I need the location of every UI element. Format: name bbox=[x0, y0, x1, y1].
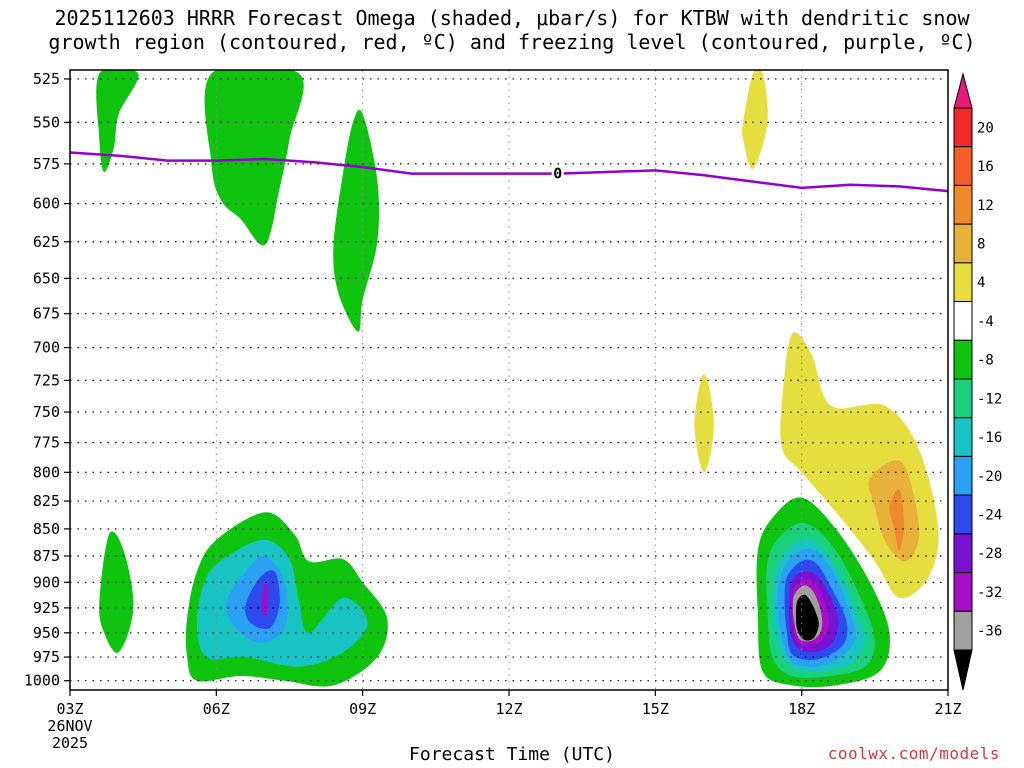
green-blob-09z bbox=[333, 109, 380, 332]
y-tick-label: 675 bbox=[33, 305, 60, 323]
y-tick-label: 825 bbox=[33, 492, 60, 510]
y-tick-label: 750 bbox=[33, 403, 60, 421]
colorbar-label: 16 bbox=[977, 159, 994, 175]
colorbar-label: -24 bbox=[977, 508, 1002, 524]
colorbar-label: -8 bbox=[977, 353, 994, 369]
x-tick-label: 03Z bbox=[56, 700, 83, 718]
x-date-line-2: 2025 bbox=[52, 734, 88, 752]
title-line-1: 2025112603 HRRR Forecast Omega (shaded, … bbox=[54, 6, 970, 30]
colorbar-label: -20 bbox=[977, 469, 1002, 485]
chart-title: 2025112603 HRRR Forecast Omega (shaded, … bbox=[0, 6, 1024, 54]
x-tick-label: 09Z bbox=[349, 700, 376, 718]
y-tick-label: 625 bbox=[33, 233, 60, 251]
colorbar-label: -32 bbox=[977, 585, 1002, 601]
y-tick-label: 550 bbox=[33, 113, 60, 131]
y-tick-label: 775 bbox=[33, 434, 60, 452]
colorbar-label: 4 bbox=[977, 275, 985, 291]
green-lower-left-small bbox=[99, 531, 134, 653]
colorbar-segment bbox=[953, 378, 973, 419]
colorbar-segment bbox=[953, 494, 973, 535]
y-tick-label: 975 bbox=[33, 648, 60, 666]
green-blob-upper-left bbox=[96, 70, 139, 173]
freezing-level-label: 0 bbox=[553, 165, 562, 183]
colorbar-segment bbox=[953, 262, 973, 303]
x-tick-label: 15Z bbox=[642, 700, 669, 718]
colorbar-segment bbox=[953, 533, 973, 574]
y-tick-label: 700 bbox=[33, 339, 60, 357]
y-tick-label: 725 bbox=[33, 371, 60, 389]
title-line-2: growth region (contoured, red, ºC) and f… bbox=[48, 30, 976, 54]
colorbar-label: -16 bbox=[977, 430, 1002, 446]
colorbar: 20 16 12 8 4 -4 -8 -12 -16 -20 -24 -28 -32 -36 bbox=[953, 72, 1002, 691]
colorbar-label: 8 bbox=[977, 237, 985, 253]
yellow-16z bbox=[694, 373, 714, 473]
colorbar-segment bbox=[953, 184, 973, 225]
yellow-upper-17z bbox=[741, 70, 768, 169]
freezing-level-label-bg bbox=[551, 165, 564, 182]
y-tick-label: 575 bbox=[33, 155, 60, 173]
y-tick-label: 875 bbox=[33, 547, 60, 565]
y-tick-label: 650 bbox=[33, 269, 60, 287]
dark-orange-core bbox=[889, 489, 905, 551]
credit-text: coolwx.com/models bbox=[827, 744, 1000, 763]
y-tick-label: 950 bbox=[33, 624, 60, 642]
x-tick-label: 18Z bbox=[788, 700, 815, 718]
colorbar-label: -12 bbox=[977, 391, 1002, 407]
y-tick-label: 850 bbox=[33, 520, 60, 538]
x-tick-label: 06Z bbox=[203, 700, 230, 718]
colorbar-label: 12 bbox=[977, 198, 994, 214]
colorbar-label: -36 bbox=[977, 624, 1002, 640]
x-date-line-1: 26NOV bbox=[47, 717, 92, 735]
y-tick-label: 900 bbox=[33, 573, 60, 591]
y-tick-label: 600 bbox=[33, 195, 60, 213]
omega-shaded-regions bbox=[96, 70, 939, 688]
colorbar-segment bbox=[953, 572, 973, 612]
colorbar-segment bbox=[953, 301, 973, 341]
axes-layer: 525 550 575 600 625 650 675 700 725 750 775 800 825 8… bbox=[24, 69, 962, 752]
colorbar-label: -28 bbox=[977, 546, 1002, 562]
colorbar-label: 20 bbox=[977, 120, 994, 136]
colorbar-segment bbox=[953, 455, 973, 496]
purple-core-07z bbox=[262, 581, 269, 617]
colorbar-segment bbox=[953, 107, 973, 148]
colorbar-top-arrow bbox=[953, 72, 973, 109]
colorbar-segment bbox=[953, 610, 973, 651]
colorbar-label: -4 bbox=[977, 314, 994, 330]
y-tick-label: 925 bbox=[33, 599, 60, 617]
x-axis-label: Forecast Time (UTC) bbox=[409, 744, 615, 765]
y-tick-label: 800 bbox=[33, 463, 60, 481]
colorbar-segment bbox=[953, 146, 973, 186]
y-tick-label: 525 bbox=[33, 70, 60, 88]
freezing-level-layer: 0 bbox=[69, 151, 949, 193]
x-tick-label: 12Z bbox=[495, 700, 522, 718]
colorbar-segment bbox=[953, 223, 973, 264]
y-tick-label: 1000 bbox=[24, 672, 60, 690]
colorbar-segment bbox=[953, 339, 973, 380]
x-tick-label: 21Z bbox=[934, 700, 961, 718]
green-blob-upper-mid bbox=[204, 70, 304, 246]
colorbar-segment bbox=[953, 417, 973, 457]
colorbar-bottom-arrow bbox=[953, 649, 973, 691]
freezing-level-line bbox=[69, 151, 949, 193]
